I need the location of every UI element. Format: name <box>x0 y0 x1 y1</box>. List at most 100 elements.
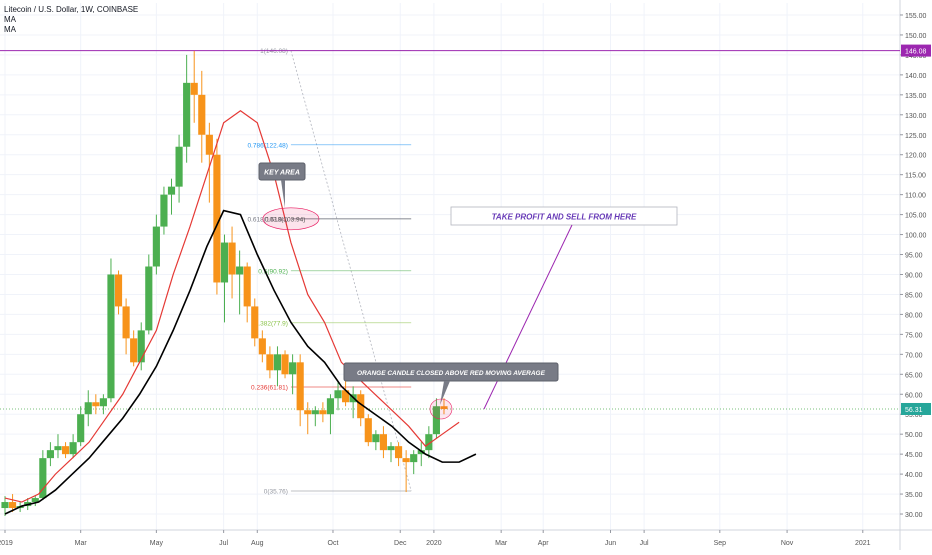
key-area-pointer <box>281 180 285 208</box>
candle-body[interactable] <box>394 446 403 459</box>
candle-body[interactable] <box>145 266 153 331</box>
candle-body[interactable] <box>77 414 85 443</box>
candle-body[interactable] <box>364 418 372 443</box>
current-price-tag <box>901 402 931 415</box>
candle-body[interactable] <box>213 154 221 283</box>
x-tick-label: 2020 <box>426 540 442 547</box>
candle-body[interactable] <box>46 450 54 459</box>
candle-body[interactable] <box>273 354 282 371</box>
candle-body[interactable] <box>281 354 289 375</box>
fib-level-label: 0.5(90.92) <box>258 268 288 275</box>
y-tick-label: 100.00 <box>905 233 927 240</box>
candle-body[interactable] <box>92 402 100 407</box>
fib-level-label: 1(146.08) <box>260 48 288 55</box>
candle-body[interactable] <box>1 502 9 509</box>
candle-body[interactable] <box>167 186 176 195</box>
candle-body[interactable] <box>198 94 206 135</box>
candle-body[interactable] <box>8 502 17 509</box>
candle-body[interactable] <box>304 410 312 415</box>
candle-body[interactable] <box>334 390 342 399</box>
y-tick-label: 140.00 <box>905 73 927 80</box>
candle-body[interactable] <box>342 390 350 403</box>
y-tick-label: 80.00 <box>905 312 923 319</box>
current-price-label: 56.31 <box>905 407 923 414</box>
y-tick-label: 155.00 <box>905 13 927 20</box>
y-tick-label: 125.00 <box>905 133 927 140</box>
y-tick-label: 75.00 <box>905 332 923 339</box>
candle-body[interactable] <box>387 446 395 451</box>
candle-body[interactable] <box>114 274 123 307</box>
ma-red-line <box>4 110 460 503</box>
candle-body[interactable] <box>379 434 388 451</box>
candle-body[interactable] <box>39 458 47 499</box>
candle-body[interactable] <box>372 434 380 443</box>
candle-body[interactable] <box>137 330 145 363</box>
last-candle-highlight <box>429 398 453 420</box>
candle-body[interactable] <box>99 398 107 407</box>
fib-level-label: 0.786(122.48) <box>247 142 287 149</box>
chart-legend: Litecoin / U.S. Dollar, 1W, COINBASE MA … <box>4 5 138 35</box>
candle-body[interactable] <box>326 398 335 415</box>
x-tick-label: Aug <box>251 540 264 547</box>
candle-body[interactable] <box>311 410 319 415</box>
candle-body[interactable] <box>432 406 440 435</box>
candle-body[interactable] <box>107 274 115 399</box>
y-tick-label: 90.00 <box>905 272 923 279</box>
fib-level-label: 0.382(77.9) <box>255 320 288 327</box>
candle-body[interactable] <box>122 306 130 339</box>
orange-candle-text: ORANGE CANDLE CLOSED ABOVE RED MOVING AV… <box>357 370 546 377</box>
candle-body[interactable] <box>84 402 92 415</box>
x-tick-label: Dec <box>394 540 407 547</box>
x-tick-label: Nov <box>781 540 794 547</box>
x-tick-label: Jun <box>605 540 616 547</box>
candle-body[interactable] <box>402 458 410 463</box>
candle-body[interactable] <box>410 454 418 463</box>
y-tick-label: 130.00 <box>905 113 927 120</box>
fib-level-label: 0(35.76) <box>264 489 288 496</box>
candle-body[interactable] <box>130 338 138 363</box>
high-price-tag <box>901 44 931 57</box>
candle-body[interactable] <box>266 354 274 371</box>
candle-body[interactable] <box>243 266 251 307</box>
candle-body[interactable] <box>190 82 198 95</box>
symbol-title: Litecoin / U.S. Dollar, 1W, COINBASE <box>4 5 139 14</box>
candle-body[interactable] <box>152 226 160 267</box>
candle-body[interactable] <box>319 410 327 415</box>
candle-body[interactable] <box>425 434 433 451</box>
candle-body[interactable] <box>69 442 77 455</box>
candle-body[interactable] <box>289 362 297 375</box>
y-tick-label: 105.00 <box>905 213 927 220</box>
x-tick-label: 2021 <box>855 540 871 547</box>
candle-body[interactable] <box>357 394 365 419</box>
fib-level-label: 0.618(103.94) <box>247 216 287 223</box>
candle-body[interactable] <box>31 498 39 503</box>
candle-body[interactable] <box>417 450 425 455</box>
y-tick-label: 45.00 <box>905 452 923 459</box>
candle-body[interactable] <box>160 194 168 227</box>
candle-body[interactable] <box>54 446 62 451</box>
y-tick-label: 85.00 <box>905 292 923 299</box>
candle-body[interactable] <box>205 134 213 155</box>
y-tick-label: 95.00 <box>905 253 923 260</box>
candle-body[interactable] <box>251 306 259 339</box>
candle-body[interactable] <box>296 362 304 411</box>
candle-body[interactable] <box>175 146 183 187</box>
y-tick-label: 150.00 <box>905 33 927 40</box>
x-tick-label: Mar <box>495 540 508 547</box>
y-tick-label: 115.00 <box>905 173 926 180</box>
x-tick-label: Oct <box>328 540 339 547</box>
candle-body[interactable] <box>440 406 448 410</box>
candle-body[interactable] <box>61 446 70 455</box>
key-area-highlight <box>262 207 320 231</box>
x-tick-label: Apr <box>538 540 550 547</box>
y-tick-label: 35.00 <box>905 492 923 499</box>
candle-body[interactable] <box>236 266 244 275</box>
candle-body[interactable] <box>220 242 229 283</box>
candle-body[interactable] <box>228 242 236 275</box>
y-tick-label: 50.00 <box>905 432 923 439</box>
x-tick-label: Jul <box>219 540 228 547</box>
candle-body[interactable] <box>258 338 266 355</box>
candle-body[interactable] <box>183 82 191 147</box>
